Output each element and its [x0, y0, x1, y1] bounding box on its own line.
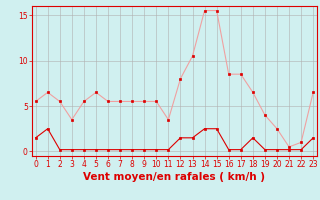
X-axis label: Vent moyen/en rafales ( km/h ): Vent moyen/en rafales ( km/h )	[84, 172, 265, 182]
